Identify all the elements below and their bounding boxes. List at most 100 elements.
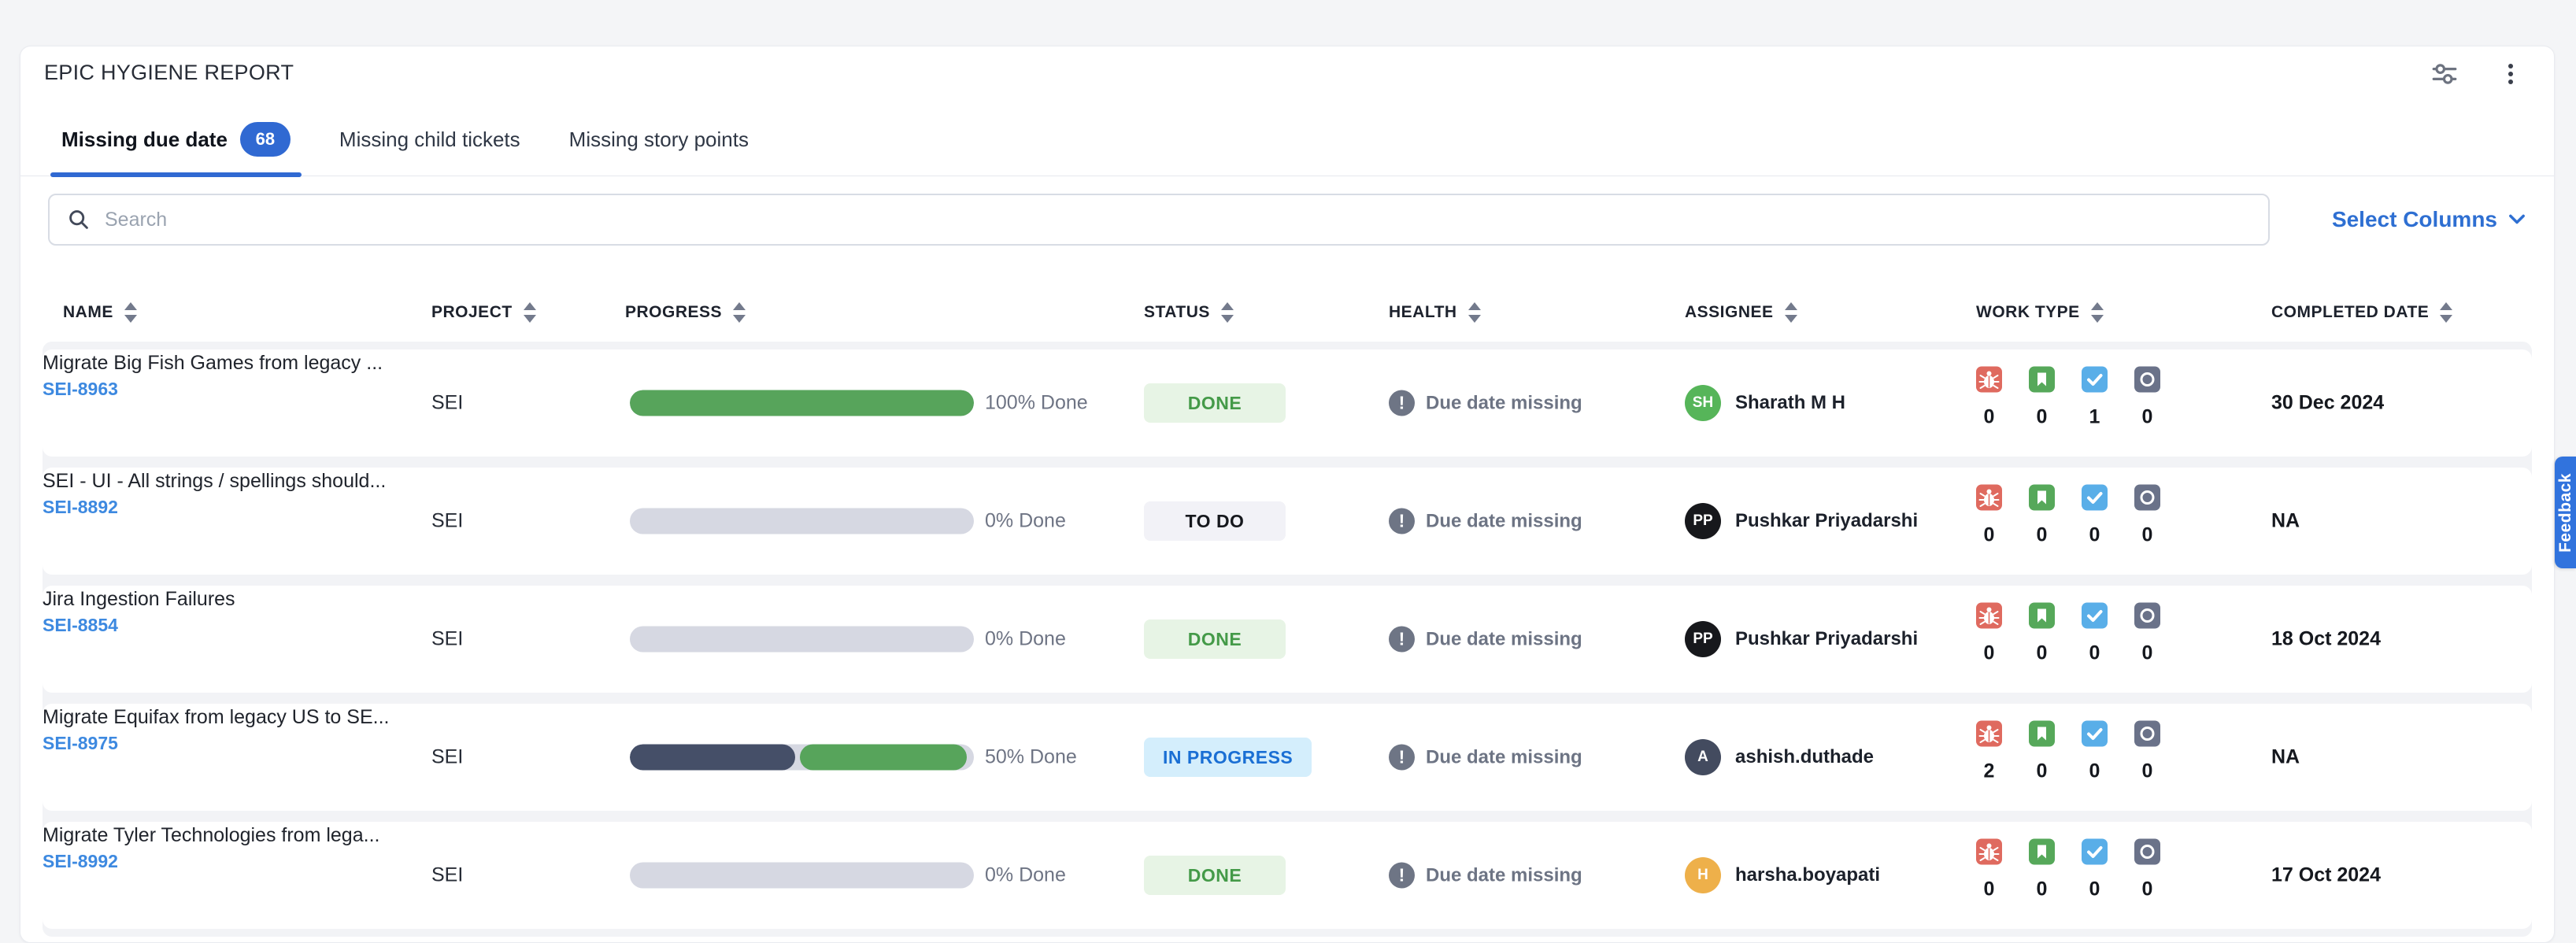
sort-icon[interactable] [2438,301,2454,324]
avatar: PP [1685,621,1721,657]
tab-label: Missing story points [568,127,749,151]
issue-key-link[interactable]: SEI-8854 [43,615,118,635]
progress-bar [630,508,974,534]
project-cell: SEI [431,863,464,886]
feedback-label: Feedback [2556,472,2574,553]
bug-icon [1976,484,2002,511]
avatar: PP [1685,503,1721,539]
table-row[interactable]: Migrate Tyler Technologies from lega... … [43,822,2532,929]
assignee-name: harsha.boyapati [1735,864,1881,886]
epic-hygiene-report-card: EPIC HYGIENE REPORT Missing due [20,46,2555,943]
column-header-status[interactable]: Status [1144,301,1235,324]
issue-key-link[interactable]: SEI-8963 [43,379,118,399]
tab-missing-child-tickets[interactable]: Missing child tickets [338,122,522,176]
alert-exclamation-icon: ! [1389,508,1415,534]
status-cell: TO DO [1144,501,1286,541]
completed-date-cell: NA [2271,509,2300,532]
sort-icon[interactable] [1220,301,1235,324]
column-header-work-type[interactable]: Work Type [1976,301,2105,324]
select-columns-label: Select Columns [2331,207,2497,231]
bug-count: 0 [1983,642,1995,664]
sort-icon[interactable] [1467,301,1482,324]
other-type-icon [2134,602,2160,629]
progress-bar [630,744,974,771]
table-row[interactable]: SEI - UI - All strings / spellings shoul… [43,468,2532,575]
kebab-menu-icon[interactable] [2496,59,2526,89]
tab-missing-story-points[interactable]: Missing story points [568,122,750,176]
column-header-assignee[interactable]: Assignee [1685,301,1799,324]
assignee-cell: PP Pushkar Priyadarshi [1685,621,1918,657]
progress-bar [630,862,974,889]
assignee-name: ashish.duthade [1735,746,1875,767]
progress-cell: 0% Done [630,862,1066,889]
other-count: 0 [2141,642,2153,664]
work-type-icons [1976,366,2160,393]
header-actions [2430,54,2526,89]
avatar: A [1685,739,1721,775]
tab-label: Missing child tickets [339,127,520,151]
status-badge: DONE [1144,856,1286,895]
work-type-counts: 0 0 1 0 [1976,406,2160,429]
search-input[interactable] [105,208,2251,231]
work-type-cell: 0 0 0 0 [1976,838,2160,901]
column-header-progress[interactable]: Progress [625,301,747,324]
work-type-cell: 0 0 1 0 [1976,366,2160,429]
tab-bar: Missing due date 68 Missing child ticket… [20,122,2554,177]
work-type-counts: 0 0 0 0 [1976,878,2160,901]
story-icon [2029,720,2055,747]
health-text: Due date missing [1426,392,1582,413]
table-row[interactable]: Migrate Big Fish Games from legacy ... S… [43,349,2532,457]
progress-label: 50% Done [985,745,1077,768]
column-header-completed-date[interactable]: Completed Date [2271,301,2454,324]
health-cell: ! Due date missing [1389,744,1582,771]
sort-icon[interactable] [2089,301,2105,324]
task-count: 1 [2089,405,2100,428]
project-cell: SEI [431,509,464,532]
other-type-icon [2134,720,2160,747]
name-cell: SEI - UI - All strings / spellings shoul… [43,468,386,520]
issue-key-link[interactable]: SEI-8992 [43,851,118,871]
column-header-project[interactable]: Project [431,301,538,324]
other-count: 0 [2141,405,2153,428]
task-icon [2082,838,2108,865]
project-cell: SEI [431,627,464,650]
table-row[interactable]: Jira Ingestion Failures SEI-8854 SEI 0% … [43,586,2532,693]
sort-icon[interactable] [731,301,747,324]
tab-count-badge: 68 [239,122,291,157]
task-count: 0 [2089,760,2100,782]
story-count: 0 [2036,878,2048,900]
column-header-health[interactable]: Health [1389,301,1482,324]
progress-label: 0% Done [985,509,1066,532]
completed-date-cell: 18 Oct 2024 [2271,627,2381,650]
progress-label: 100% Done [985,391,1088,414]
column-header-name[interactable]: Name [63,301,139,324]
task-icon [2082,366,2108,393]
health-cell: ! Due date missing [1389,862,1582,889]
task-count: 0 [2089,878,2100,900]
feedback-tab[interactable]: Feedback [2555,457,2576,568]
work-type-cell: 0 0 0 0 [1976,602,2160,665]
sort-icon[interactable] [1783,301,1799,324]
sort-icon[interactable] [123,301,139,324]
bug-icon [1976,602,2002,629]
sort-icon[interactable] [522,301,538,324]
work-type-counts: 2 0 0 0 [1976,760,2160,783]
name-cell: Migrate Equifax from legacy US to SE... … [43,704,389,756]
filter-sliders-icon[interactable] [2430,59,2459,89]
tab-missing-due-date[interactable]: Missing due date 68 [50,122,302,177]
assignee-name: Pushkar Priyadarshi [1735,628,1919,649]
task-count: 0 [2089,642,2100,664]
progress-cell: 100% Done [630,390,1088,416]
task-icon [2082,484,2108,511]
task-icon [2082,720,2108,747]
select-columns-button[interactable]: Select Columns [2332,207,2526,232]
issue-key-link[interactable]: SEI-8892 [43,497,118,517]
bug-icon [1976,720,2002,747]
progress-cell: 0% Done [630,508,1066,534]
other-type-icon [2134,366,2160,393]
completed-date-cell: NA [2271,745,2300,768]
table-row[interactable]: Migrate Equifax from legacy US to SE... … [43,704,2532,811]
health-text: Due date missing [1426,628,1582,649]
assignee-cell: PP Pushkar Priyadarshi [1685,503,1918,539]
issue-key-link[interactable]: SEI-8975 [43,733,118,753]
